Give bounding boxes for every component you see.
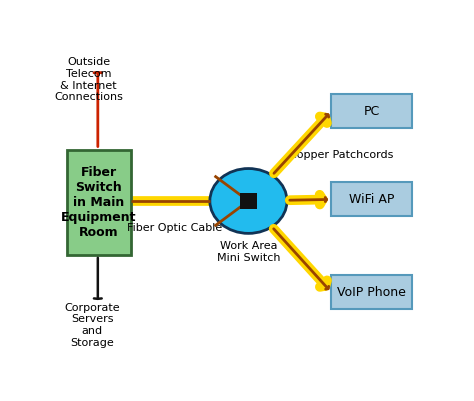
Text: PC: PC xyxy=(364,105,380,118)
FancyBboxPatch shape xyxy=(331,275,412,309)
FancyBboxPatch shape xyxy=(66,150,131,255)
Text: VoIP Phone: VoIP Phone xyxy=(337,286,406,299)
Text: Work Area
Mini Switch: Work Area Mini Switch xyxy=(217,241,280,263)
Text: Fiber Optic Cable: Fiber Optic Cable xyxy=(128,223,223,233)
Text: WiFi AP: WiFi AP xyxy=(349,193,394,206)
Text: Fiber
Switch
in Main
Equipment
Room: Fiber Switch in Main Equipment Room xyxy=(61,166,137,239)
FancyBboxPatch shape xyxy=(331,95,412,128)
Text: Outside
Telecom
& Internet
Connections: Outside Telecom & Internet Connections xyxy=(54,57,123,102)
FancyBboxPatch shape xyxy=(240,193,257,209)
Text: Corporate
Servers
and
Storage: Corporate Servers and Storage xyxy=(64,303,120,348)
FancyBboxPatch shape xyxy=(331,182,412,217)
Text: Copper Patchcords: Copper Patchcords xyxy=(289,150,393,160)
Circle shape xyxy=(210,168,287,233)
